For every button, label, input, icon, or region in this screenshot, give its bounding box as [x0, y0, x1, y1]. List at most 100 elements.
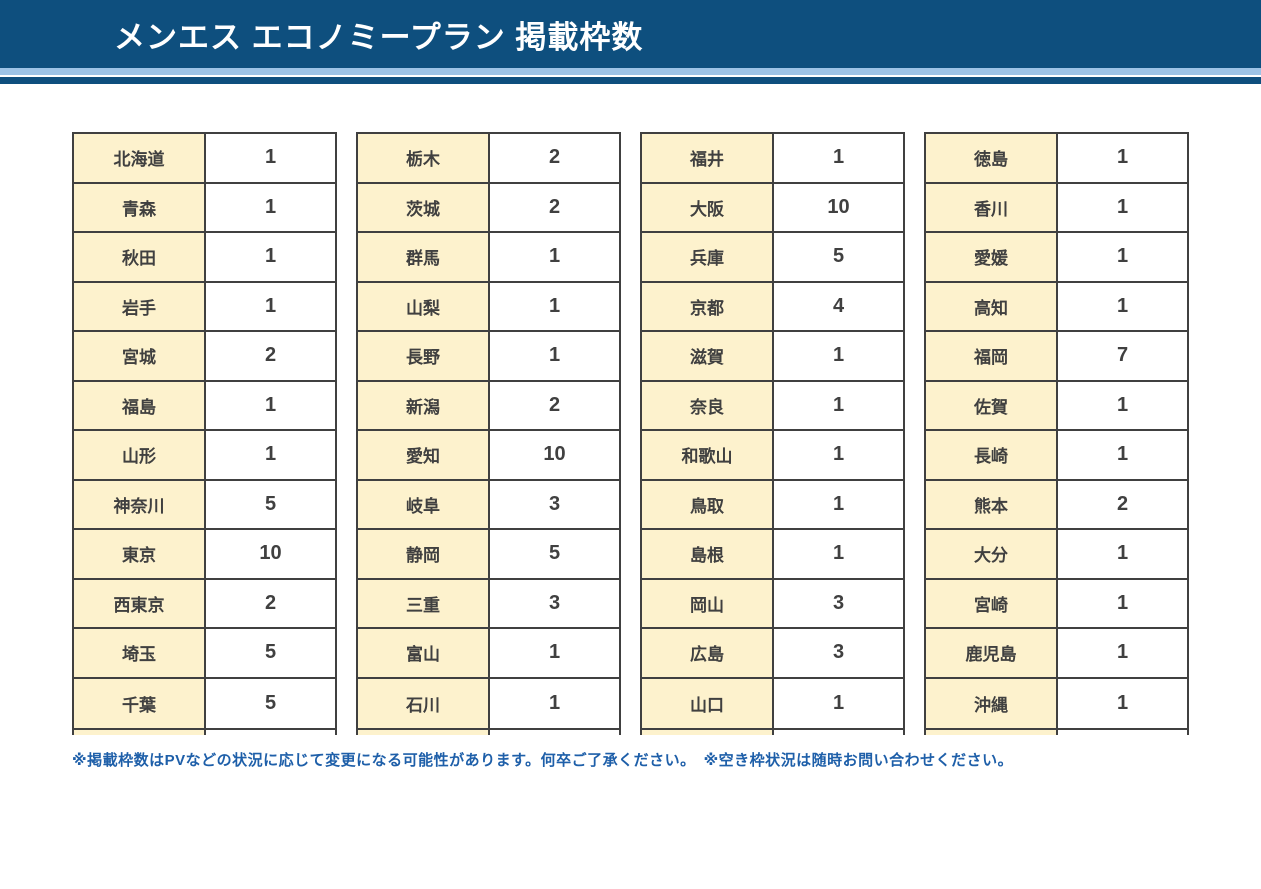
prefecture-name-cell: 鳥取 [642, 480, 774, 528]
clipped-value-cell [490, 730, 619, 735]
slot-count-cell: 1 [774, 381, 903, 429]
prefecture-name-cell: 栃木 [358, 134, 490, 182]
table-row: 長崎 1 [926, 431, 1187, 481]
table-row: 栃木 2 [358, 134, 619, 184]
table-row: 岩手 1 [74, 282, 335, 332]
slot-count-cell: 1 [1058, 134, 1187, 182]
slot-count-cell: 10 [206, 530, 335, 578]
table-row: 佐賀 1 [926, 381, 1187, 431]
clipped-value-cell [206, 730, 335, 735]
slot-count-cell: 5 [206, 629, 335, 677]
slot-count-cell: 3 [774, 579, 903, 627]
table-row: 広島 3 [642, 629, 903, 679]
prefecture-name-cell: 熊本 [926, 480, 1058, 528]
clipped-name-cell [642, 730, 774, 735]
slot-count-cell: 1 [206, 381, 335, 429]
table-row: 神奈川 5 [74, 480, 335, 530]
prefecture-name-cell: 岡山 [642, 579, 774, 627]
table-row: 香川 1 [926, 183, 1187, 233]
prefecture-name-cell: 神奈川 [74, 480, 206, 528]
slot-count-cell: 3 [774, 629, 903, 677]
table-row: 鳥取 1 [642, 480, 903, 530]
table-row: 高知 1 [926, 282, 1187, 332]
slot-count-cell: 7 [1058, 332, 1187, 380]
slot-count-cell: 10 [490, 431, 619, 479]
prefecture-name-cell: 香川 [926, 183, 1058, 231]
prefecture-name-cell: 石川 [358, 678, 490, 728]
table-row: 山口 1 [642, 678, 903, 728]
table-row: 長野 1 [358, 332, 619, 382]
prefecture-table-grid: 福井 1 大阪 10 兵庫 5 京都 4 滋賀 1 奈良 1 和歌山 1 鳥取 1 島根 1 岡山 3 広島 3 山口 1 [640, 132, 905, 730]
table-row: 千葉 5 [74, 678, 335, 728]
slot-count-cell: 1 [774, 480, 903, 528]
table-row: 茨城 2 [358, 183, 619, 233]
prefecture-name-cell: 秋田 [74, 233, 206, 281]
slot-count-cell: 1 [206, 282, 335, 330]
slot-count-cell: 5 [206, 480, 335, 528]
prefecture-name-cell: 奈良 [642, 381, 774, 429]
prefecture-table-3: 福井 1 大阪 10 兵庫 5 京都 4 滋賀 1 奈良 1 和歌山 1 鳥取 1 島根 1 岡山 3 広島 3 山口 1 [640, 132, 905, 735]
slot-count-cell: 1 [1058, 233, 1187, 281]
slot-count-cell: 1 [490, 629, 619, 677]
table-row: 大分 1 [926, 530, 1187, 580]
footnote: ※掲載枠数はPVなどの状況に応じて変更になる可能性があります。何卒ご了承ください… [72, 752, 1014, 769]
table-row: 岐阜 3 [358, 480, 619, 530]
prefecture-name-cell: 岐阜 [358, 480, 490, 528]
table-row: 群馬 1 [358, 233, 619, 283]
prefecture-name-cell: 山梨 [358, 282, 490, 330]
slot-count-cell: 4 [774, 282, 903, 330]
prefecture-name-cell: 鹿児島 [926, 629, 1058, 677]
table-row: 熊本 2 [926, 480, 1187, 530]
table-row: 西東京 2 [74, 579, 335, 629]
table-row: 山梨 1 [358, 282, 619, 332]
prefecture-name-cell: 大阪 [642, 183, 774, 231]
slot-count-cell: 1 [774, 134, 903, 182]
clipped-row-fragment [356, 730, 621, 735]
table-row: 大阪 10 [642, 183, 903, 233]
slot-count-cell: 1 [1058, 678, 1187, 728]
table-row: 東京 10 [74, 530, 335, 580]
prefecture-name-cell: 静岡 [358, 530, 490, 578]
table-row: 沖縄 1 [926, 678, 1187, 728]
prefecture-table-grid: 北海道 1 青森 1 秋田 1 岩手 1 宮城 2 福島 1 山形 1 神奈川 5 東京 10 西東京 2 埼玉 5 千葉 5 [72, 132, 337, 730]
prefecture-name-cell: 西東京 [74, 579, 206, 627]
slot-count-cell: 1 [206, 431, 335, 479]
table-row: 島根 1 [642, 530, 903, 580]
prefecture-name-cell: 佐賀 [926, 381, 1058, 429]
slot-count-cell: 2 [206, 579, 335, 627]
slot-count-cell: 1 [1058, 629, 1187, 677]
prefecture-tables: 北海道 1 青森 1 秋田 1 岩手 1 宮城 2 福島 1 山形 1 神奈川 5 東京 10 西東京 2 埼玉 5 千葉 5… [72, 132, 1261, 735]
prefecture-name-cell: 長崎 [926, 431, 1058, 479]
prefecture-name-cell: 滋賀 [642, 332, 774, 380]
table-row: 宮城 2 [74, 332, 335, 382]
table-row: 北海道 1 [74, 134, 335, 184]
prefecture-name-cell: 山形 [74, 431, 206, 479]
slot-count-cell: 2 [490, 381, 619, 429]
header-bar: メンエス エコノミープラン 掲載枠数 [0, 0, 1261, 68]
slot-count-cell: 2 [490, 134, 619, 182]
slot-count-cell: 1 [1058, 530, 1187, 578]
prefecture-name-cell: 千葉 [74, 678, 206, 728]
slot-count-cell: 1 [490, 678, 619, 728]
slot-count-cell: 2 [206, 332, 335, 380]
slot-count-cell: 1 [490, 282, 619, 330]
slot-count-cell: 1 [774, 332, 903, 380]
header-stripe-light [0, 68, 1261, 75]
prefecture-name-cell: 高知 [926, 282, 1058, 330]
table-row: 石川 1 [358, 678, 619, 728]
prefecture-name-cell: 群馬 [358, 233, 490, 281]
clipped-name-cell [358, 730, 490, 735]
table-row: 三重 3 [358, 579, 619, 629]
slot-count-cell: 1 [206, 134, 335, 182]
slot-count-cell: 1 [1058, 431, 1187, 479]
prefecture-name-cell: 岩手 [74, 282, 206, 330]
prefecture-table-grid: 栃木 2 茨城 2 群馬 1 山梨 1 長野 1 新潟 2 愛知 10 岐阜 3 静岡 5 三重 3 富山 1 石川 1 [356, 132, 621, 730]
prefecture-name-cell: 福島 [74, 381, 206, 429]
prefecture-name-cell: 福井 [642, 134, 774, 182]
clipped-value-cell [1058, 730, 1187, 735]
prefecture-name-cell: 山口 [642, 678, 774, 728]
prefecture-name-cell: 茨城 [358, 183, 490, 231]
prefecture-name-cell: 徳島 [926, 134, 1058, 182]
table-row: 福岡 7 [926, 332, 1187, 382]
prefecture-name-cell: 長野 [358, 332, 490, 380]
